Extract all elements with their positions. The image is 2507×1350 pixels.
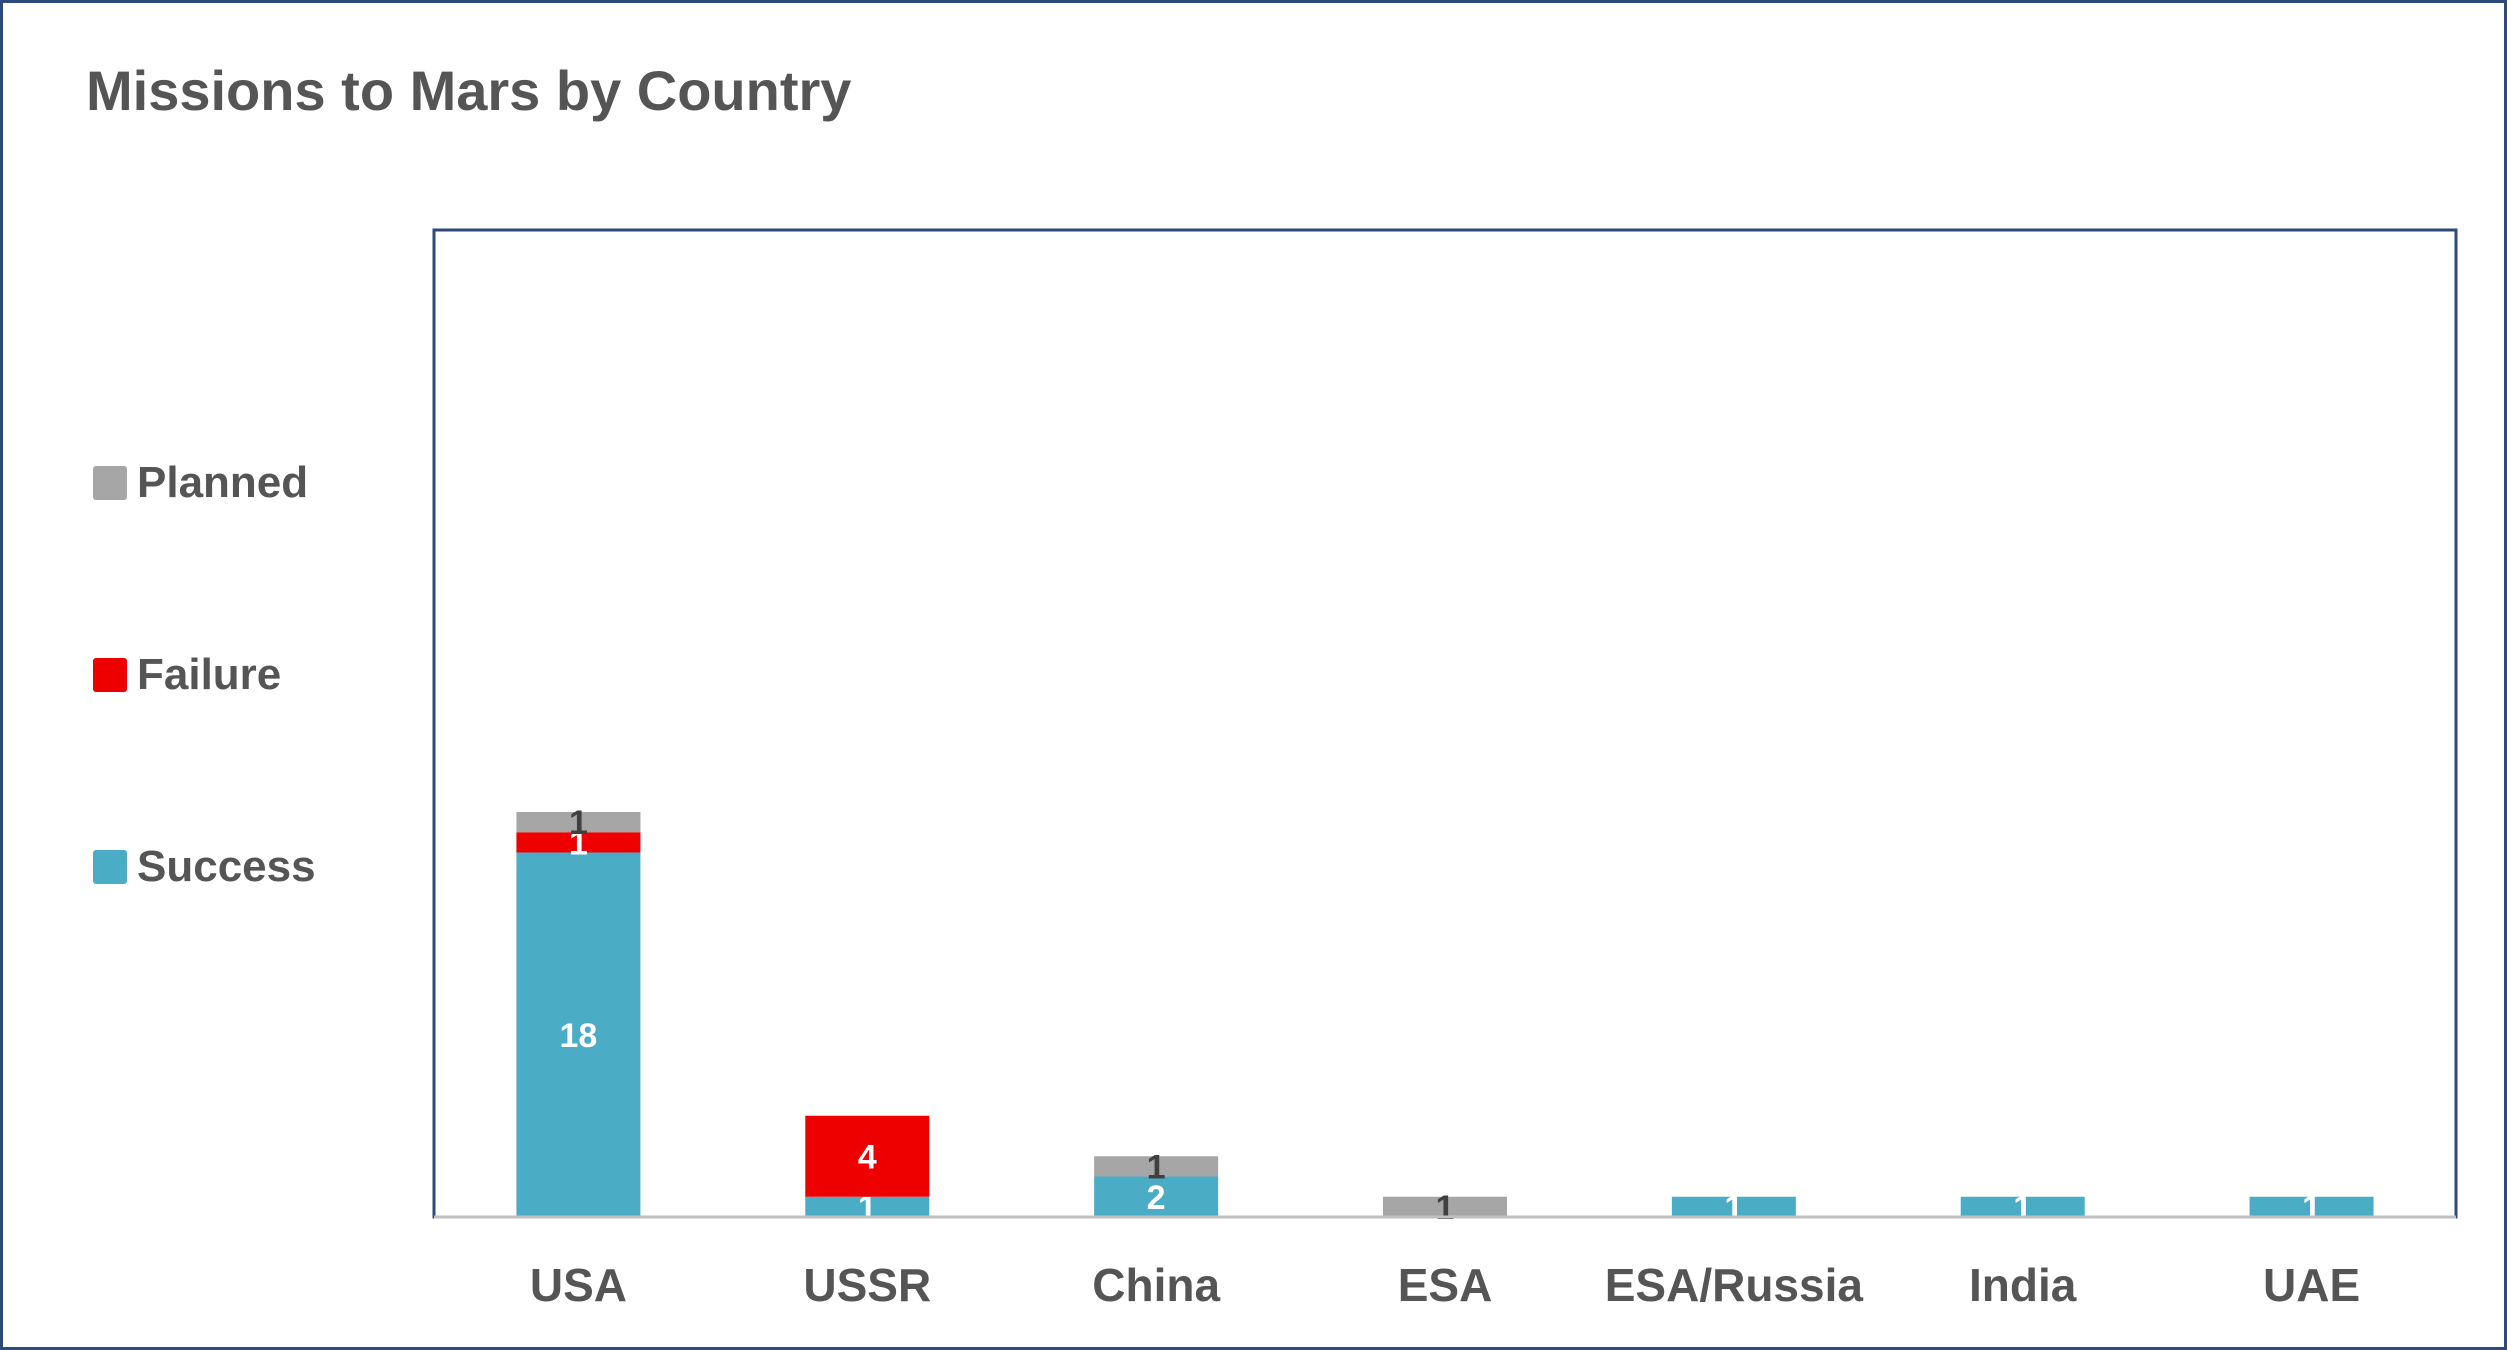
bar-usa-failure	[516, 832, 641, 853]
legend-swatch-planned	[93, 466, 127, 500]
legend-swatch-success	[93, 850, 127, 884]
bar-usa-success	[516, 852, 641, 1217]
bar-india-success	[1960, 1196, 2085, 1217]
bar-uae-success	[2249, 1196, 2374, 1217]
bar-usa-planned	[516, 812, 641, 833]
legend-label-planned: Planned	[137, 458, 309, 507]
category-label-esa-russia: ESA/Russia	[1605, 1259, 1864, 1311]
category-label-esa: ESA	[1398, 1259, 1493, 1311]
data-label-usa-failure: 1	[569, 824, 588, 862]
category-label-china: China	[1092, 1259, 1220, 1311]
category-labels-group: USA USSR China ESA ESA/Russia India UAE	[530, 1259, 2360, 1311]
data-label-esa-russia-success: 1	[1724, 1189, 1743, 1227]
data-label-uae-success: 1	[2302, 1189, 2321, 1227]
bar-esa-russia-success	[1671, 1196, 1796, 1217]
plot-area-border	[432, 228, 2458, 1219]
data-label-ussr-failure: 4	[858, 1138, 877, 1176]
bar-china-planned	[1094, 1156, 1219, 1177]
bar-ussr-success	[805, 1196, 930, 1217]
data-label-india-success: 1	[2013, 1189, 2032, 1227]
category-label-ussr: USSR	[803, 1259, 931, 1311]
data-label-china-success: 2	[1147, 1179, 1166, 1217]
data-label-usa-success: 18	[560, 1017, 598, 1055]
chart-title: Missions to Mars by Country	[86, 59, 852, 122]
data-label-esa-planned: 1	[1436, 1189, 1455, 1227]
legend-label-failure: Failure	[137, 650, 282, 699]
data-label-usa-planned: 1	[569, 804, 588, 842]
bar-esa-planned	[1383, 1196, 1507, 1217]
legend-item-planned: Planned	[93, 458, 308, 508]
legend-label-success: Success	[137, 842, 316, 891]
bar-ussr-failure	[805, 1115, 930, 1197]
legend-item-failure: Failure	[93, 650, 281, 700]
legend-item-success: Success	[93, 842, 316, 892]
category-label-india: India	[1969, 1259, 2077, 1311]
category-label-usa: USA	[530, 1259, 627, 1311]
legend-swatch-failure	[93, 658, 127, 692]
category-label-uae: UAE	[2263, 1259, 2360, 1311]
bar-china-success	[1094, 1176, 1219, 1217]
data-label-china-planned: 1	[1147, 1148, 1166, 1186]
